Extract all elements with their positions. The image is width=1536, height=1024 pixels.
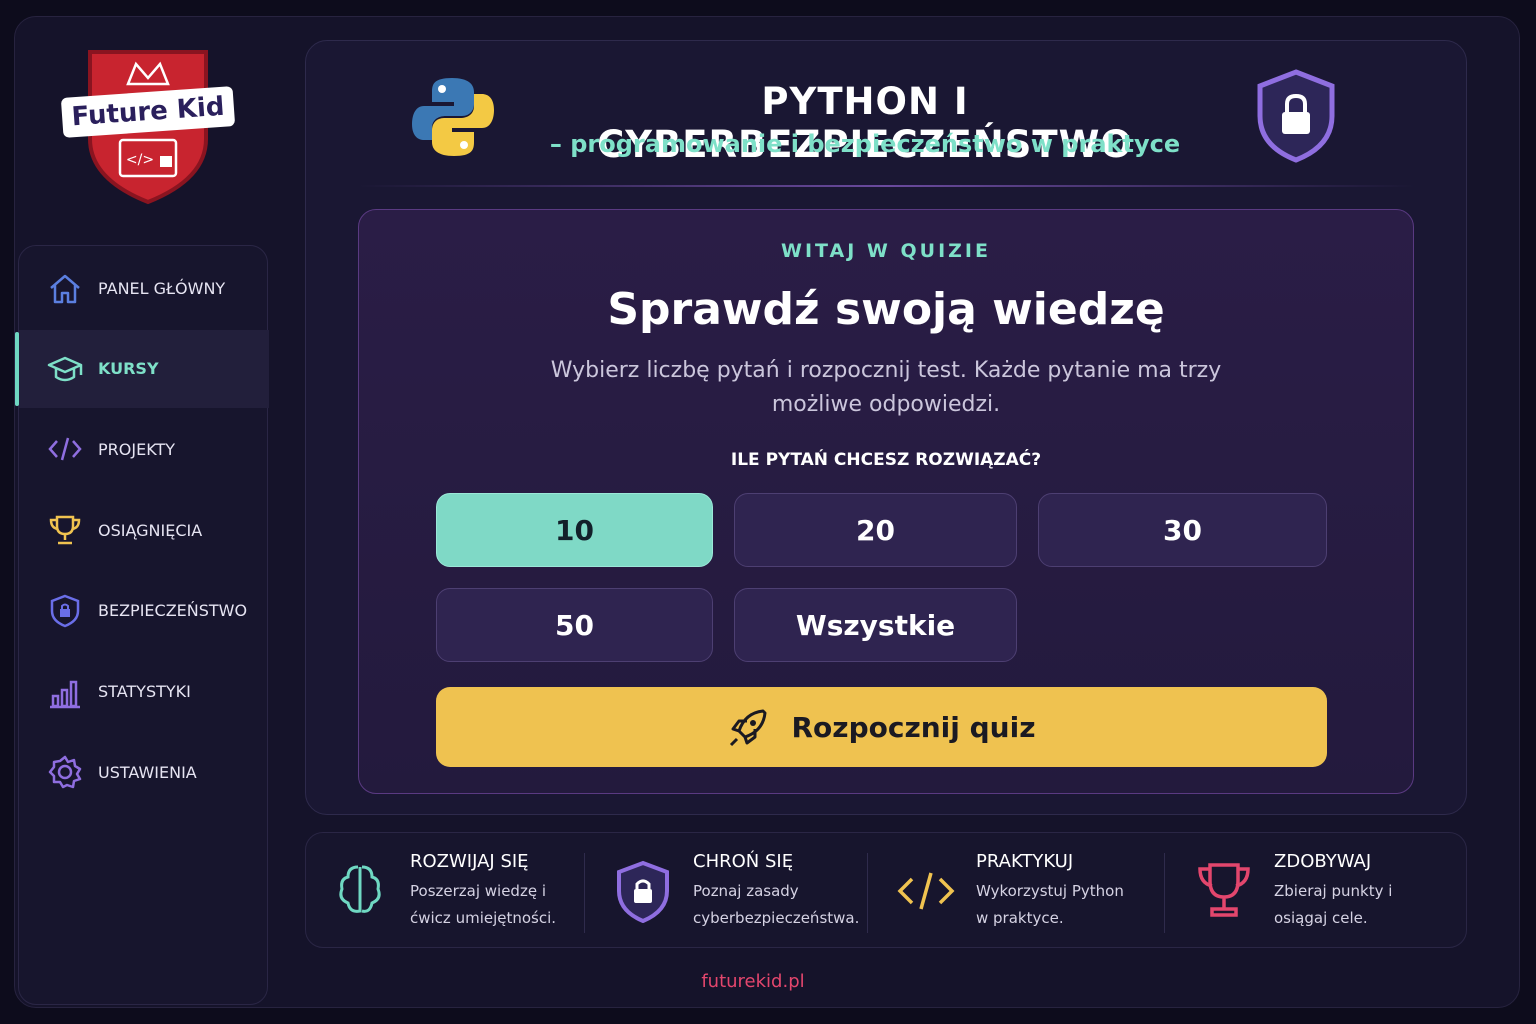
python-logo [412, 78, 494, 156]
nav-label[interactable]: STATYSTYKI [98, 682, 191, 701]
feature-description: Zbieraj punkty i osiągaj cele. [1274, 881, 1393, 927]
feature-text: CHROŃ SIĘ Poznaj zasady cyberbezpieczeńst… [693, 850, 860, 932]
nav-label[interactable]: KURSY [98, 359, 159, 379]
feature-title: ZDOBYWAJ [1274, 850, 1372, 872]
nav-item[interactable]: BEZPIECZEŃSTWO [19, 572, 269, 650]
nav-icon [47, 356, 83, 381]
nav-item[interactable]: PANEL GŁÓWNY [19, 249, 269, 327]
feature-icon [339, 865, 381, 913]
nav-item[interactable]: OSIĄGNIĘCIA [19, 491, 269, 569]
feature: ZDOBYWAJ Zbieraj punkty i osiągaj cele. [1192, 833, 1434, 949]
nav-item[interactable]: KURSY [15, 329, 269, 408]
nav-icon [48, 755, 82, 789]
option-button[interactable]: 20 [734, 493, 1017, 567]
nav-icon [50, 274, 80, 304]
feature-text: ZDOBYWAJ Zbieraj punkty i osiągaj cele. [1274, 851, 1434, 932]
nav-label[interactable]: BEZPIECZEŃSTWO [98, 601, 248, 621]
svg-text:</>: </> [126, 152, 154, 168]
nav-icon [50, 594, 80, 628]
feature-text: PRAKTYKUJ Wykorzystuj Python w praktyce. [976, 851, 1136, 932]
divider [358, 185, 1415, 187]
header-title: PYTHON I CYBERBEZPIECZEŃSTWO [597, 80, 1133, 166]
nav-icon [49, 515, 81, 545]
option-button[interactable]: 50 [436, 588, 713, 662]
feature: CHROŃ SIĘ Poznaj zasady cyberbezpieczeńst… [611, 833, 860, 949]
option-button[interactable]: 10 [436, 493, 713, 567]
nav-item[interactable]: STATYSTYKI [19, 653, 269, 731]
start-label[interactable]: Rozpocznij quiz [791, 710, 1036, 744]
feature-icon [897, 872, 955, 910]
option-button[interactable]: Wszystkie [734, 588, 1017, 662]
logo: Future Kid </> [61, 50, 235, 205]
nav-label[interactable]: USTAWIENIA [98, 762, 197, 782]
start-button[interactable]: Rozpocznij quiz [436, 687, 1327, 767]
feature-icon [1198, 863, 1250, 917]
nav-icon [50, 680, 80, 708]
footer-link[interactable]: futurekid.pl [701, 971, 805, 992]
nav-item[interactable]: USTAWIENIA [19, 733, 269, 811]
nav-item[interactable]: PROJEKTY [19, 410, 269, 488]
feature-text: ROZWIJAJ SIĘ Poszerzaj wiedzę i ćwicz umi… [410, 851, 570, 932]
feature: ROZWIJAJ SIĘ Poszerzaj wiedzę i ćwicz umi… [328, 833, 570, 949]
features-bar: ROZWIJAJ SIĘ Poszerzaj wiedzę i ćwicz umi… [305, 832, 1467, 948]
separator [867, 853, 868, 933]
nav-label[interactable]: PANEL GŁÓWNY [98, 278, 226, 298]
feature-description: Wykorzystuj Python w praktyce. [976, 881, 1124, 927]
feature-title: PRAKTYKUJ [976, 850, 1074, 872]
shield-icon [1257, 69, 1335, 163]
feature: PRAKTYKUJ Wykorzystuj Python w praktyce. [894, 833, 1136, 949]
quiz-eyebrow: WITAJ W QUIZIE [781, 240, 991, 262]
sidebar: PANEL GŁÓWNY KURSY PROJEKTY OSIĄGNIĘCIA BEZP… [15, 245, 269, 1005]
feature-title: ROZWIJAJ SIĘ [410, 850, 529, 872]
quiz-title: Sprawdź swoją wiedzę [607, 284, 1165, 335]
separator [1164, 853, 1165, 933]
feature-icon [617, 860, 669, 923]
quiz-description: Wybierz liczbę pytań i rozpocznij test. … [550, 358, 1222, 417]
separator [584, 853, 585, 933]
option-button[interactable]: 30 [1038, 493, 1327, 567]
nav-icon [48, 438, 82, 461]
quiz-question: ILE PYTAŃ CHCESZ ROZWIĄZAĆ? [730, 450, 1042, 470]
rocket-icon [730, 709, 767, 747]
header-subtitle: – programowanie i bezpieczeństwo w prakt… [549, 130, 1181, 158]
nav-label[interactable]: PROJEKTY [98, 439, 175, 459]
feature-title: CHROŃ SIĘ [693, 850, 794, 872]
nav-label[interactable]: OSIĄGNIĘCIA [98, 520, 203, 540]
feature-description: Poszerzaj wiedzę i ćwicz umiejętności. [410, 881, 557, 927]
feature-description: Poznaj zasady cyberbezpieczeństwa. [693, 881, 860, 927]
